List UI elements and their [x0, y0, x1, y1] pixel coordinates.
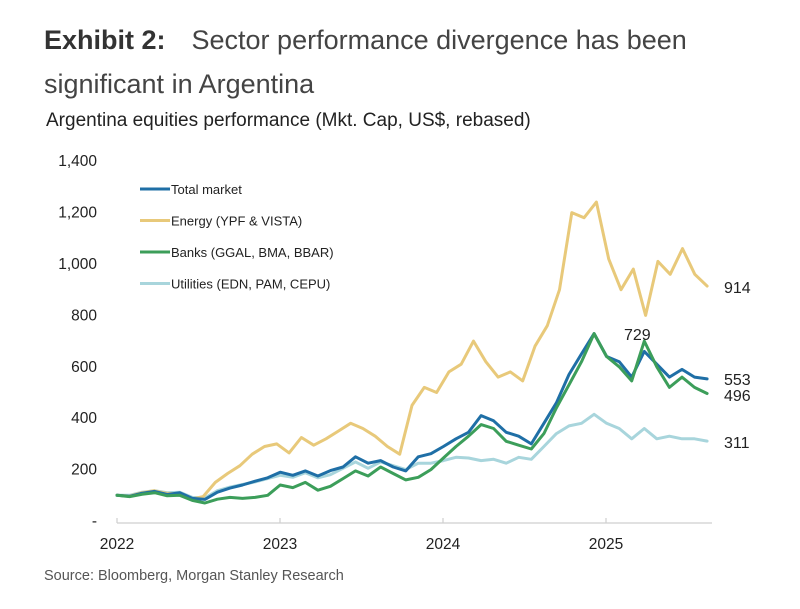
x-tick-label: 2025: [589, 536, 623, 553]
y-axis: - 200 400 600 800 1,000 1,200 1,400: [58, 153, 97, 530]
y-tick-label: 1,000: [58, 256, 97, 273]
y-tick-label: 600: [71, 359, 97, 376]
data-label: 496: [724, 388, 751, 405]
legend-label: Utilities (EDN, PAM, CEPU): [171, 277, 330, 292]
legend-label: Banks (GGAL, BMA, BBAR): [171, 245, 334, 260]
x-axis: 2022 2023 2024 2025: [100, 518, 712, 553]
data-label: 729: [624, 327, 651, 344]
data-label: 553: [724, 372, 751, 389]
y-tick-label: 200: [71, 462, 97, 479]
exhibit-number: Exhibit 2:: [44, 25, 166, 55]
legend-label: Energy (YPF & VISTA): [171, 214, 302, 229]
data-label: 914: [724, 280, 751, 297]
x-tick-label: 2022: [100, 536, 134, 553]
series-lines: [115, 200, 709, 505]
y-tick-label: -: [92, 513, 97, 530]
chart-title: Argentina equities performance (Mkt. Cap…: [46, 110, 531, 131]
series-line-banks: [115, 332, 709, 505]
series-line-utilities: [115, 412, 709, 500]
exhibit-title-text: Sector performance divergence has been s…: [44, 25, 687, 99]
y-tick-label: 1,200: [58, 205, 97, 222]
legend-label: Total market: [171, 182, 242, 197]
exhibit-title: Exhibit 2: Sector performance divergence …: [44, 18, 784, 106]
data-label: 311: [724, 435, 750, 452]
source-note: Source: Bloomberg, Morgan Stanley Resear…: [44, 568, 344, 584]
x-tick-label: 2023: [263, 536, 297, 553]
y-tick-label: 1,400: [58, 153, 97, 170]
series-line-energy: [115, 200, 709, 501]
x-tick-label: 2024: [426, 536, 461, 553]
legend: Total market Energy (YPF & VISTA) Banks (G…: [140, 182, 334, 292]
y-tick-label: 400: [71, 410, 97, 427]
series-line-total: [115, 332, 709, 501]
y-tick-label: 800: [71, 307, 97, 324]
